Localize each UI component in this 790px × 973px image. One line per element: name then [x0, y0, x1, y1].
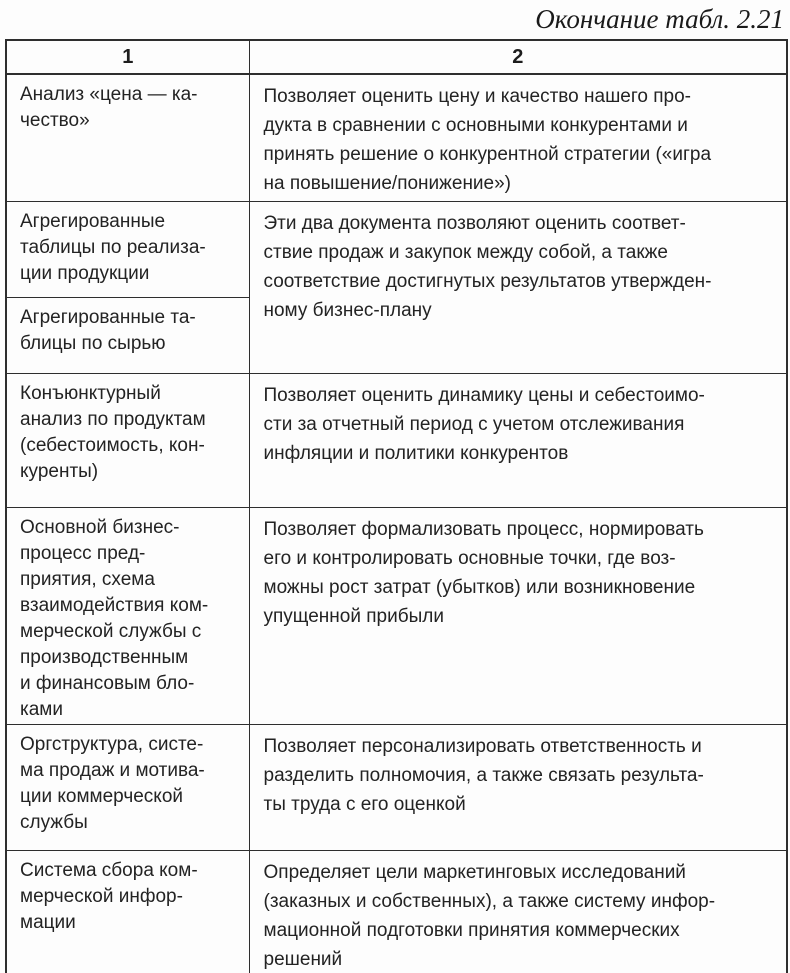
table-row-information-system: Система сбора ком- мерческой инфор- маци…: [5, 849, 788, 973]
column-header-2: 2: [248, 39, 788, 75]
table-row-business-process: Основной бизнес- процесс пред- приятия, …: [5, 506, 788, 725]
tool-description-cell: Позволяет оценить динамику цены и себест…: [248, 372, 788, 508]
tool-name-cell: Агрегированные таблицы по реализа- ции п…: [5, 200, 250, 298]
table-row-org-structure: Оргструктура, систе- ма продаж и мотива-…: [5, 723, 788, 851]
column-header-1: 1: [5, 39, 250, 75]
tool-description-cell: Позволяет оценить цену и качество нашего…: [248, 73, 788, 202]
table-row-aggregated-sales: Агрегированные таблицы по реализа- ции п…: [5, 200, 788, 374]
table-row-price-quality: Анализ «цена — ка- чество» Позволяет оце…: [5, 73, 788, 202]
tool-description-cell-merged: Эти два документа позволяют оценить соот…: [248, 200, 788, 374]
analysis-tools-table: 1 2 Анализ «цена — ка- чество» Позволяет…: [5, 39, 788, 973]
tool-name-cell: Конъюнктурный анализ по продуктам (себес…: [5, 372, 250, 508]
tool-description-cell: Определяет цели маркетинговых исследован…: [248, 849, 788, 973]
tool-description-cell: Позволяет персонализировать ответственно…: [248, 723, 788, 851]
table-header-row: 1 2: [5, 39, 788, 75]
tool-name-cell: Агрегированные та- блицы по сырью: [5, 296, 250, 374]
tool-name-cell: Анализ «цена — ка- чество»: [5, 73, 250, 202]
tool-description-cell: Позволяет формализовать процесс, нормиро…: [248, 506, 788, 725]
table-continuation-caption: Окончание табл. 2.21: [535, 4, 784, 34]
table-row-aggregated-raw-materials: Агрегированные та- блицы по сырью: [5, 296, 787, 374]
tool-name-cell: Основной бизнес- процесс пред- приятия, …: [5, 506, 250, 725]
tool-name-cell: Система сбора ком- мерческой инфор- маци…: [5, 849, 250, 973]
tool-name-cell: Оргструктура, систе- ма продаж и мотива-…: [5, 723, 250, 851]
table-row-market-analysis: Конъюнктурный анализ по продуктам (себес…: [5, 372, 788, 508]
